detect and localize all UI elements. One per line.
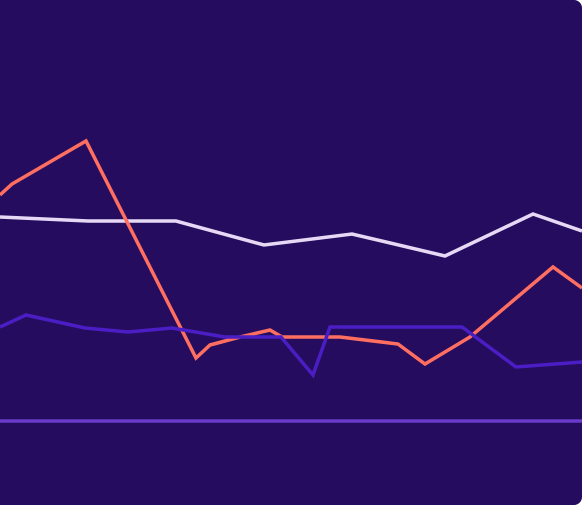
series-layer <box>0 138 582 423</box>
series-line-white <box>0 212 582 258</box>
series-line-coral <box>0 138 582 367</box>
series-line-violet <box>0 313 582 379</box>
